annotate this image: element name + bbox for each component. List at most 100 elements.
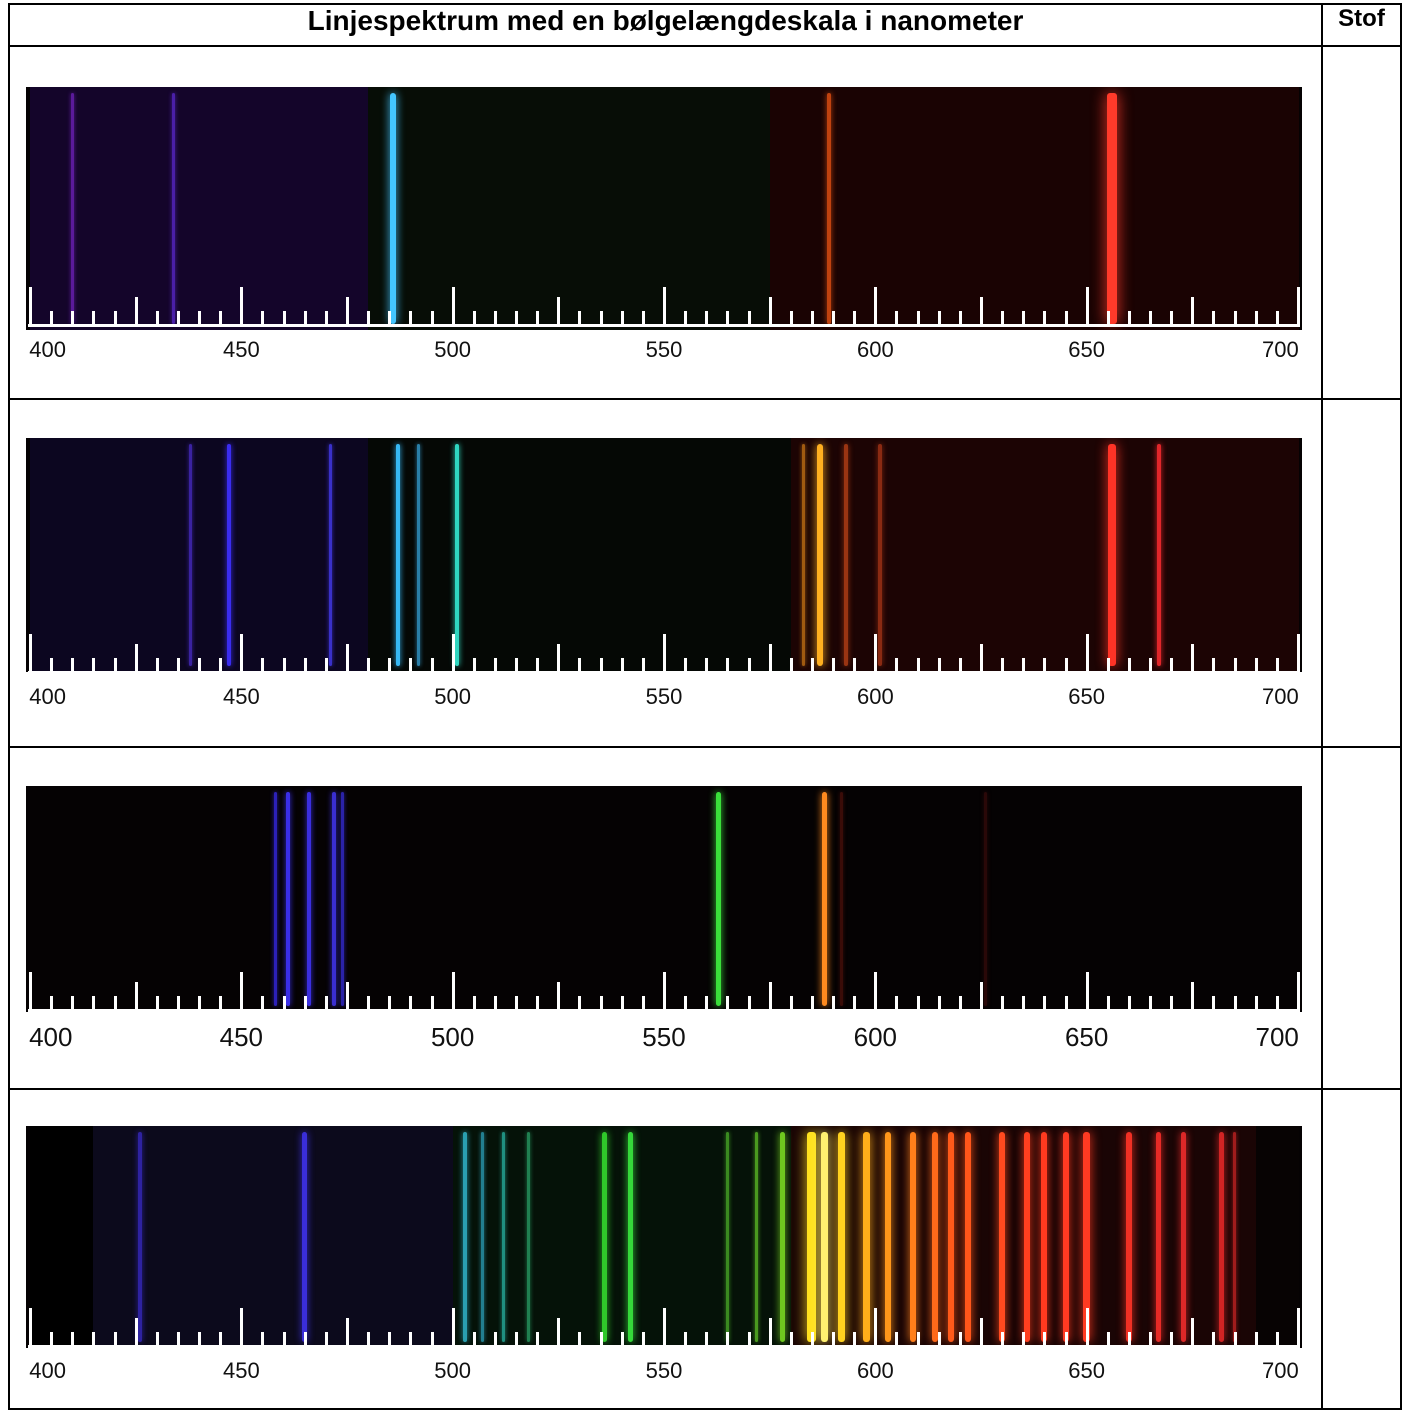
scale-tick-625	[980, 297, 983, 327]
scale-tick-495	[430, 658, 434, 674]
scale-tick-690	[1254, 658, 1258, 674]
scale-tick-440	[198, 996, 202, 1012]
emission-line-626nm	[983, 792, 987, 1006]
scale-tick-500	[451, 972, 455, 1012]
emission-line-542nm	[627, 1132, 633, 1342]
scale-tick-485	[388, 1332, 392, 1348]
scale-tick-505	[472, 658, 476, 674]
emission-line-587nm	[817, 444, 824, 666]
scale-tick-645	[1064, 658, 1068, 674]
scale-tick-570	[747, 996, 751, 1012]
scale-tick-630	[1001, 996, 1005, 1012]
scale-tick-480	[367, 658, 371, 674]
scale-tick-500	[451, 1308, 455, 1348]
scale-tick-630	[1001, 1332, 1005, 1348]
emission-line-447nm	[226, 444, 231, 666]
scale-tick-445	[219, 1332, 223, 1348]
spectrum-band-4-5	[1255, 1126, 1299, 1348]
scale-tick-405	[50, 311, 54, 327]
scale-tick-615	[937, 658, 941, 674]
emission-line-656nm	[1107, 93, 1118, 324]
emission-line-583nm	[801, 444, 805, 666]
stof-cell-1[interactable]	[1321, 45, 1402, 400]
scale-tick-535	[599, 996, 603, 1012]
scale-tick-620	[958, 311, 962, 327]
scale-tick-545	[641, 996, 645, 1012]
emission-line-501nm	[454, 444, 459, 666]
scale-label-700: 700	[1262, 684, 1299, 709]
scale-tick-675	[1191, 297, 1195, 327]
stof-cell-4[interactable]	[1321, 1088, 1402, 1410]
scale-tick-480	[367, 311, 371, 327]
scale-tick-535	[599, 658, 603, 674]
scale-tick-515	[515, 311, 519, 327]
scale-label-650: 650	[1068, 684, 1106, 709]
spectrum-image-2	[26, 438, 1302, 672]
scale-tick-640	[1043, 1332, 1047, 1348]
scale-tick-530	[578, 658, 582, 674]
scale-tick-450	[240, 972, 244, 1012]
scale-tick-605	[895, 1332, 899, 1348]
scale-tick-570	[747, 1332, 751, 1348]
scale-tick-480	[367, 996, 371, 1012]
scale-tick-660	[1127, 658, 1131, 674]
scale-tick-520	[536, 311, 540, 327]
stof-cell-3[interactable]	[1321, 746, 1402, 1090]
emission-line-622nm	[965, 1132, 972, 1342]
wavelength-scale-4	[26, 1304, 1302, 1348]
spectrum-band-1-3	[769, 87, 1299, 330]
scale-tick-570	[747, 658, 751, 674]
emission-line-645nm	[1062, 1132, 1069, 1342]
scale-tick-610	[916, 996, 920, 1012]
emission-line-614nm	[931, 1132, 938, 1342]
emission-line-603nm	[885, 1132, 891, 1342]
emission-line-410nm	[70, 93, 74, 324]
scale-tick-525	[557, 982, 561, 1012]
scale-tick-485	[388, 311, 392, 327]
emission-line-667nm	[1156, 1132, 1162, 1342]
scale-tick-500	[451, 287, 455, 327]
scale-tick-445	[219, 658, 223, 674]
scale-tick-585	[810, 1332, 814, 1348]
scale-tick-445	[219, 311, 223, 327]
scale-tick-650	[1085, 287, 1089, 327]
scale-tick-545	[641, 1332, 645, 1348]
emission-line-474nm	[341, 792, 345, 1006]
scale-label-700: 700	[1262, 337, 1299, 362]
emission-line-588nm	[821, 1132, 829, 1342]
scale-tick-590	[832, 996, 836, 1012]
emission-line-636nm	[1024, 1132, 1031, 1342]
scale-tick-640	[1043, 658, 1047, 674]
emission-line-507nm	[480, 1132, 484, 1342]
scale-tick-515	[515, 1332, 519, 1348]
scale-tick-690	[1254, 311, 1258, 327]
scale-tick-695	[1275, 1332, 1279, 1348]
scale-tick-500	[451, 634, 455, 674]
scale-label-650: 650	[1064, 1022, 1109, 1052]
stof-cell-2[interactable]	[1321, 398, 1402, 748]
scale-tick-600	[874, 972, 878, 1012]
wavelength-scale-1	[26, 283, 1302, 327]
scale-tick-700	[1297, 634, 1300, 674]
emission-line-593nm	[843, 444, 848, 666]
emission-line-585nm	[807, 1132, 817, 1342]
emission-line-592nm	[838, 1132, 846, 1342]
emission-line-572nm	[755, 1132, 759, 1342]
scale-tick-420	[113, 1332, 117, 1348]
scale-tick-620	[958, 1332, 962, 1348]
spectrum-band-2-1	[30, 438, 370, 672]
scale-label-500: 500	[434, 684, 472, 709]
spectrum-row-3: 400 450 500 550 600 650 700	[8, 746, 1323, 1090]
scale-tick-490	[409, 1332, 413, 1348]
scale-tick-565	[726, 996, 730, 1012]
emission-line-682nm	[1219, 1132, 1225, 1342]
scale-tick-615	[937, 1332, 941, 1348]
spectrum-band-1-1	[30, 87, 370, 330]
scale-tick-600	[874, 287, 878, 327]
scale-tick-670	[1170, 658, 1174, 674]
scale-tick-545	[641, 658, 645, 674]
spectrum-image-4	[26, 1126, 1302, 1348]
emission-line-563nm	[716, 792, 722, 1006]
scale-tick-655	[1106, 1332, 1110, 1348]
scale-tick-630	[1001, 658, 1005, 674]
